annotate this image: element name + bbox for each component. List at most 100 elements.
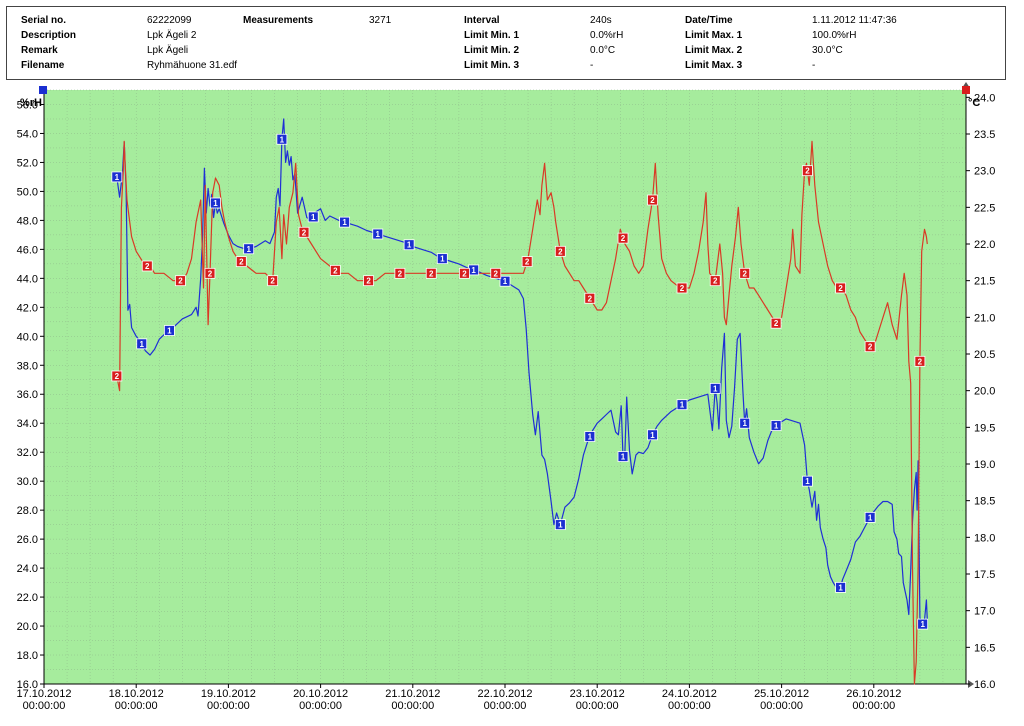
y-left-tick-label: 38.0 [17,360,38,372]
y-left-tick-label: 20.0 [17,621,38,633]
series-1-marker [339,216,350,228]
x-tick-date: 23.10.2012 [570,688,625,700]
x-tick-time: 00:00:00 [299,700,342,712]
y-right-tick-label: 22.0 [974,239,995,251]
x-tick-date: 18.10.2012 [109,688,164,700]
y-right-unit: °C [968,97,980,109]
series-2-marker [267,275,279,287]
series-1-marker-label: 1 [407,241,412,250]
x-tick-date: 17.10.2012 [16,688,71,700]
series-2-marker [864,341,876,353]
limit-max-2-value: 30.0°C [812,45,843,56]
x-tick-date: 21.10.2012 [385,688,440,700]
series-2-marker [617,232,629,244]
description-label: Description [21,30,77,41]
series-2-marker [175,275,186,287]
y-left-tick-label: 36.0 [17,389,38,401]
remark-value: Lpk Ägeli [147,45,189,56]
series-1-marker [676,399,688,411]
series-1-marker [647,429,658,441]
series-2-line [116,140,928,685]
x-tick-time: 00:00:00 [115,700,158,712]
series-1-marker [770,420,782,431]
y-right-tick-label: 21.5 [974,276,995,288]
series-2-marker [298,226,310,238]
series-1-marker-label: 1 [588,433,593,442]
y-left-tick-label: 50.0 [17,186,38,198]
limit-min-2-value: 0.0°C [590,45,616,56]
x-tick-date: 26.10.2012 [846,688,901,700]
x-tick-time: 00:00:00 [484,700,527,712]
description-value: Lpk Ägeli 2 [147,30,197,41]
series-2-marker [770,317,782,329]
x-tick-time: 00:00:00 [760,700,803,712]
series-1-marker-label: 1 [713,384,718,393]
y-right-tick-label: 19.0 [974,459,995,471]
y-right-tick-label: 18.5 [974,496,995,508]
series-1-marker-label: 1 [440,255,445,264]
series-1-marker-label: 1 [742,419,747,428]
series-1-marker [739,417,751,429]
series-1-marker-label: 1 [140,340,145,349]
series-2-marker [521,256,533,268]
y-left-tick-label: 28.0 [17,505,38,517]
y-right-tick-label: 19.5 [974,422,995,434]
x-tick-time: 00:00:00 [668,700,711,712]
series-1-marker-label: 1 [213,199,218,208]
y-left-tick-label: 54.0 [17,128,38,140]
y-right-tick-label: 18.0 [974,532,995,544]
series-1-marker [617,451,629,462]
series-1-marker-label: 1 [805,477,810,486]
series-2-marker-label: 2 [742,269,747,278]
series-2-marker [490,267,502,279]
y-left-tick-label: 56.0 [17,99,38,111]
series-2-marker-label: 2 [145,262,150,271]
series-2-marker-label: 2 [115,372,120,381]
x-tick-time: 00:00:00 [207,700,250,712]
series-2-marker-label: 2 [918,357,923,366]
y-right-tick-label: 20.5 [974,349,995,361]
series-2-marker-label: 2 [429,269,434,278]
interval-label: Interval [464,15,500,26]
x-tick-date: 19.10.2012 [201,688,256,700]
x-tick-time: 00:00:00 [391,700,434,712]
series-1-marker-label: 1 [342,218,347,227]
series-2-marker [835,282,847,294]
y-right-tick-label: 17.5 [974,569,995,581]
y-left-tick-label: 32.0 [17,447,38,459]
series-1-marker [210,197,221,209]
series-1-marker [307,211,319,223]
filename-value: Ryhmähuone 31.edf [147,60,238,71]
limit-min-3-value: - [590,60,594,71]
series-2-marker-label: 2 [525,258,530,267]
x-tick-time: 00:00:00 [852,700,895,712]
series-2-marker [709,275,721,287]
series-2-marker [647,194,658,206]
y-left-tick-label: 26.0 [17,534,38,546]
series-2-marker [739,267,751,279]
limit-max-3-value: - [812,60,816,71]
remark-label: Remark [21,45,58,56]
series-2-marker-label: 2 [366,277,371,286]
y-right-tick-label: 22.5 [974,202,995,214]
interval-value: 240s [590,15,612,26]
x-axis-arrow-icon [968,680,974,688]
y-left-tick-label: 22.0 [17,592,38,604]
x-tick-date: 22.10.2012 [477,688,532,700]
series-1-marker-label: 1 [868,513,873,522]
series-1-marker-label: 1 [376,230,381,239]
serial-label: Serial no. [21,15,67,26]
y-left-tick-label: 46.0 [17,244,38,256]
series-2-marker-label: 2 [302,228,307,237]
y-left-tick-label: 34.0 [17,418,38,430]
series-2-marker-label: 2 [558,247,563,256]
series-1-marker-label: 1 [558,521,563,530]
series-1-axis-marker [39,86,47,94]
series-2-marker-label: 2 [398,269,403,278]
y-left-unit: %rH [20,97,42,109]
series-1-marker-label: 1 [246,245,251,254]
series-2-marker [554,245,566,257]
y-left-tick-label: 42.0 [17,302,38,314]
series-2-marker-label: 2 [868,343,873,352]
y-right-tick-label: 23.5 [974,129,995,141]
